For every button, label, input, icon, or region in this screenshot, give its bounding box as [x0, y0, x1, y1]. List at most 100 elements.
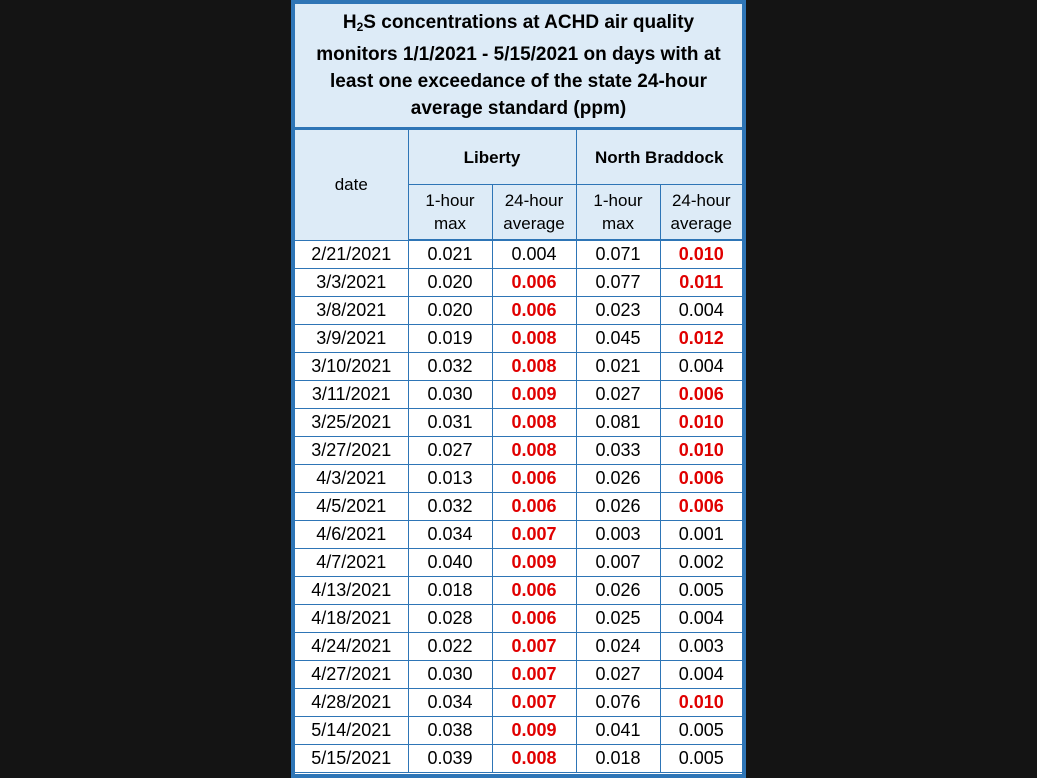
date-cell: 2/21/2021	[295, 239, 409, 269]
date-cell: 4/13/2021	[295, 576, 409, 605]
table-row: 3/27/2021 0.027 0.008 0.033 0.010	[295, 436, 742, 465]
liberty-24h-avg-cell: 0.009	[491, 548, 577, 577]
liberty-1h-max-cell: 0.022	[407, 632, 493, 661]
liberty-1h-max-cell: 0.028	[407, 604, 493, 633]
nb-1h-max-cell: 0.003	[575, 520, 661, 549]
nb-1h-max-cell: 0.025	[575, 604, 661, 633]
nb-1h-max-cell: 0.023	[575, 296, 661, 325]
nb-1h-max-cell: 0.018	[575, 744, 661, 773]
date-cell: 3/9/2021	[295, 324, 409, 353]
nb-1h-max-cell: 0.077	[575, 268, 661, 297]
liberty-24h-avg-cell: 0.008	[491, 744, 577, 773]
table-row: 5/14/2021 0.038 0.009 0.041 0.005	[295, 716, 742, 745]
table-row: 4/18/2021 0.028 0.006 0.025 0.004	[295, 604, 742, 633]
liberty-24h-avg-cell: 0.008	[491, 324, 577, 353]
date-cell: 3/25/2021	[295, 408, 409, 437]
liberty-24h-avg-cell: 0.006	[491, 464, 577, 493]
liberty-24h-avg-cell: 0.007	[491, 520, 577, 549]
nb-1h-max-cell: 0.045	[575, 324, 661, 353]
liberty-24h-avg-cell: 0.007	[491, 660, 577, 689]
liberty-24h-avg-cell: 0.008	[491, 436, 577, 465]
liberty-24h-avg-cell: 0.007	[491, 632, 577, 661]
nb-24h-avg-cell: 0.006	[659, 380, 742, 409]
table-row: 4/13/2021 0.018 0.006 0.026 0.005	[295, 576, 742, 605]
nb-24h-avg-cell: 0.001	[659, 520, 742, 549]
date-cell: 3/3/2021	[295, 268, 409, 297]
table-row: 4/24/2021 0.022 0.007 0.024 0.003	[295, 632, 742, 661]
liberty-24h-avg-cell: 0.009	[491, 380, 577, 409]
date-cell: 4/28/2021	[295, 688, 409, 717]
title-prefix: H	[342, 12, 357, 33]
liberty-1h-max-cell: 0.032	[407, 492, 493, 521]
table-frame: H2S concentrations at ACHD air quality m…	[291, 0, 746, 778]
table-row: 2/21/2021 0.021 0.004 0.071 0.010	[295, 239, 742, 269]
liberty-24h-avg-cell: 0.006	[491, 576, 577, 605]
nb-24h-avg-cell: 0.004	[659, 660, 742, 689]
liberty-1h-max-cell: 0.034	[407, 520, 493, 549]
date-cell: 5/14/2021	[295, 716, 409, 745]
header-liberty-1h-max: 1-hour max	[407, 184, 493, 241]
table-row: 4/28/2021 0.034 0.007 0.076 0.010	[295, 688, 742, 717]
nb-1h-max-cell: 0.007	[575, 548, 661, 577]
date-cell: 4/7/2021	[295, 548, 409, 577]
nb-1h-max-cell: 0.024	[575, 632, 661, 661]
liberty-24h-avg-cell: 0.006	[491, 296, 577, 325]
h2s-table: date Liberty North Braddock 1-hour max 2…	[295, 129, 742, 773]
liberty-1h-max-cell: 0.039	[407, 744, 493, 773]
table-row: 4/5/2021 0.032 0.006 0.026 0.006	[295, 492, 742, 521]
nb-1h-max-cell: 0.026	[575, 576, 661, 605]
date-cell: 4/5/2021	[295, 492, 409, 521]
table-row: 4/27/2021 0.030 0.007 0.027 0.004	[295, 660, 742, 689]
liberty-1h-max-cell: 0.032	[407, 352, 493, 381]
date-cell: 5/15/2021	[295, 744, 409, 773]
nb-24h-avg-cell: 0.004	[659, 352, 742, 381]
liberty-1h-max-cell: 0.018	[407, 576, 493, 605]
header-nb-24h-avg: 24-hour average	[659, 184, 742, 241]
liberty-1h-max-cell: 0.019	[407, 324, 493, 353]
liberty-24h-avg-cell: 0.007	[491, 688, 577, 717]
nb-1h-max-cell: 0.027	[575, 660, 661, 689]
liberty-1h-max-cell: 0.020	[407, 296, 493, 325]
header-date: date	[295, 129, 409, 241]
nb-24h-avg-cell: 0.004	[659, 296, 742, 325]
nb-24h-avg-cell: 0.002	[659, 548, 742, 577]
table-row: 4/6/2021 0.034 0.007 0.003 0.001	[295, 520, 742, 549]
nb-1h-max-cell: 0.027	[575, 380, 661, 409]
nb-24h-avg-cell: 0.010	[659, 239, 742, 269]
nb-24h-avg-cell: 0.011	[659, 268, 742, 297]
table-row: 3/9/2021 0.019 0.008 0.045 0.012	[295, 324, 742, 353]
liberty-24h-avg-cell: 0.006	[491, 268, 577, 297]
header-liberty: Liberty	[407, 129, 577, 185]
liberty-1h-max-cell: 0.020	[407, 268, 493, 297]
nb-1h-max-cell: 0.021	[575, 352, 661, 381]
liberty-24h-avg-cell: 0.006	[491, 492, 577, 521]
date-cell: 3/27/2021	[295, 436, 409, 465]
liberty-24h-avg-cell: 0.004	[491, 239, 577, 269]
liberty-24h-avg-cell: 0.006	[491, 604, 577, 633]
date-cell: 3/11/2021	[295, 380, 409, 409]
liberty-1h-max-cell: 0.013	[407, 464, 493, 493]
liberty-24h-avg-cell: 0.008	[491, 352, 577, 381]
header-north-braddock: North Braddock	[575, 129, 742, 185]
date-cell: 4/24/2021	[295, 632, 409, 661]
table-row: 4/7/2021 0.040 0.009 0.007 0.002	[295, 548, 742, 577]
table-title: H2S concentrations at ACHD air quality m…	[295, 0, 742, 129]
nb-24h-avg-cell: 0.010	[659, 408, 742, 437]
liberty-24h-avg-cell: 0.008	[491, 408, 577, 437]
table-row: 3/8/2021 0.020 0.006 0.023 0.004	[295, 296, 742, 325]
nb-24h-avg-cell: 0.006	[659, 492, 742, 521]
nb-24h-avg-cell: 0.003	[659, 632, 742, 661]
nb-1h-max-cell: 0.071	[575, 239, 661, 269]
table-body: 2/21/2021 0.021 0.004 0.071 0.010 3/3/2021 0.0…	[295, 239, 742, 773]
title-rest: S concentrations at ACHD air quality mon…	[316, 12, 721, 119]
nb-1h-max-cell: 0.041	[575, 716, 661, 745]
table-row: 4/3/2021 0.013 0.006 0.026 0.006	[295, 464, 742, 493]
nb-24h-avg-cell: 0.005	[659, 744, 742, 773]
table-row: 3/11/2021 0.030 0.009 0.027 0.006	[295, 380, 742, 409]
date-cell: 3/10/2021	[295, 352, 409, 381]
date-cell: 4/18/2021	[295, 604, 409, 633]
table-row: 3/3/2021 0.020 0.006 0.077 0.011	[295, 268, 742, 297]
nb-24h-avg-cell: 0.004	[659, 604, 742, 633]
liberty-1h-max-cell: 0.027	[407, 436, 493, 465]
nb-1h-max-cell: 0.026	[575, 492, 661, 521]
